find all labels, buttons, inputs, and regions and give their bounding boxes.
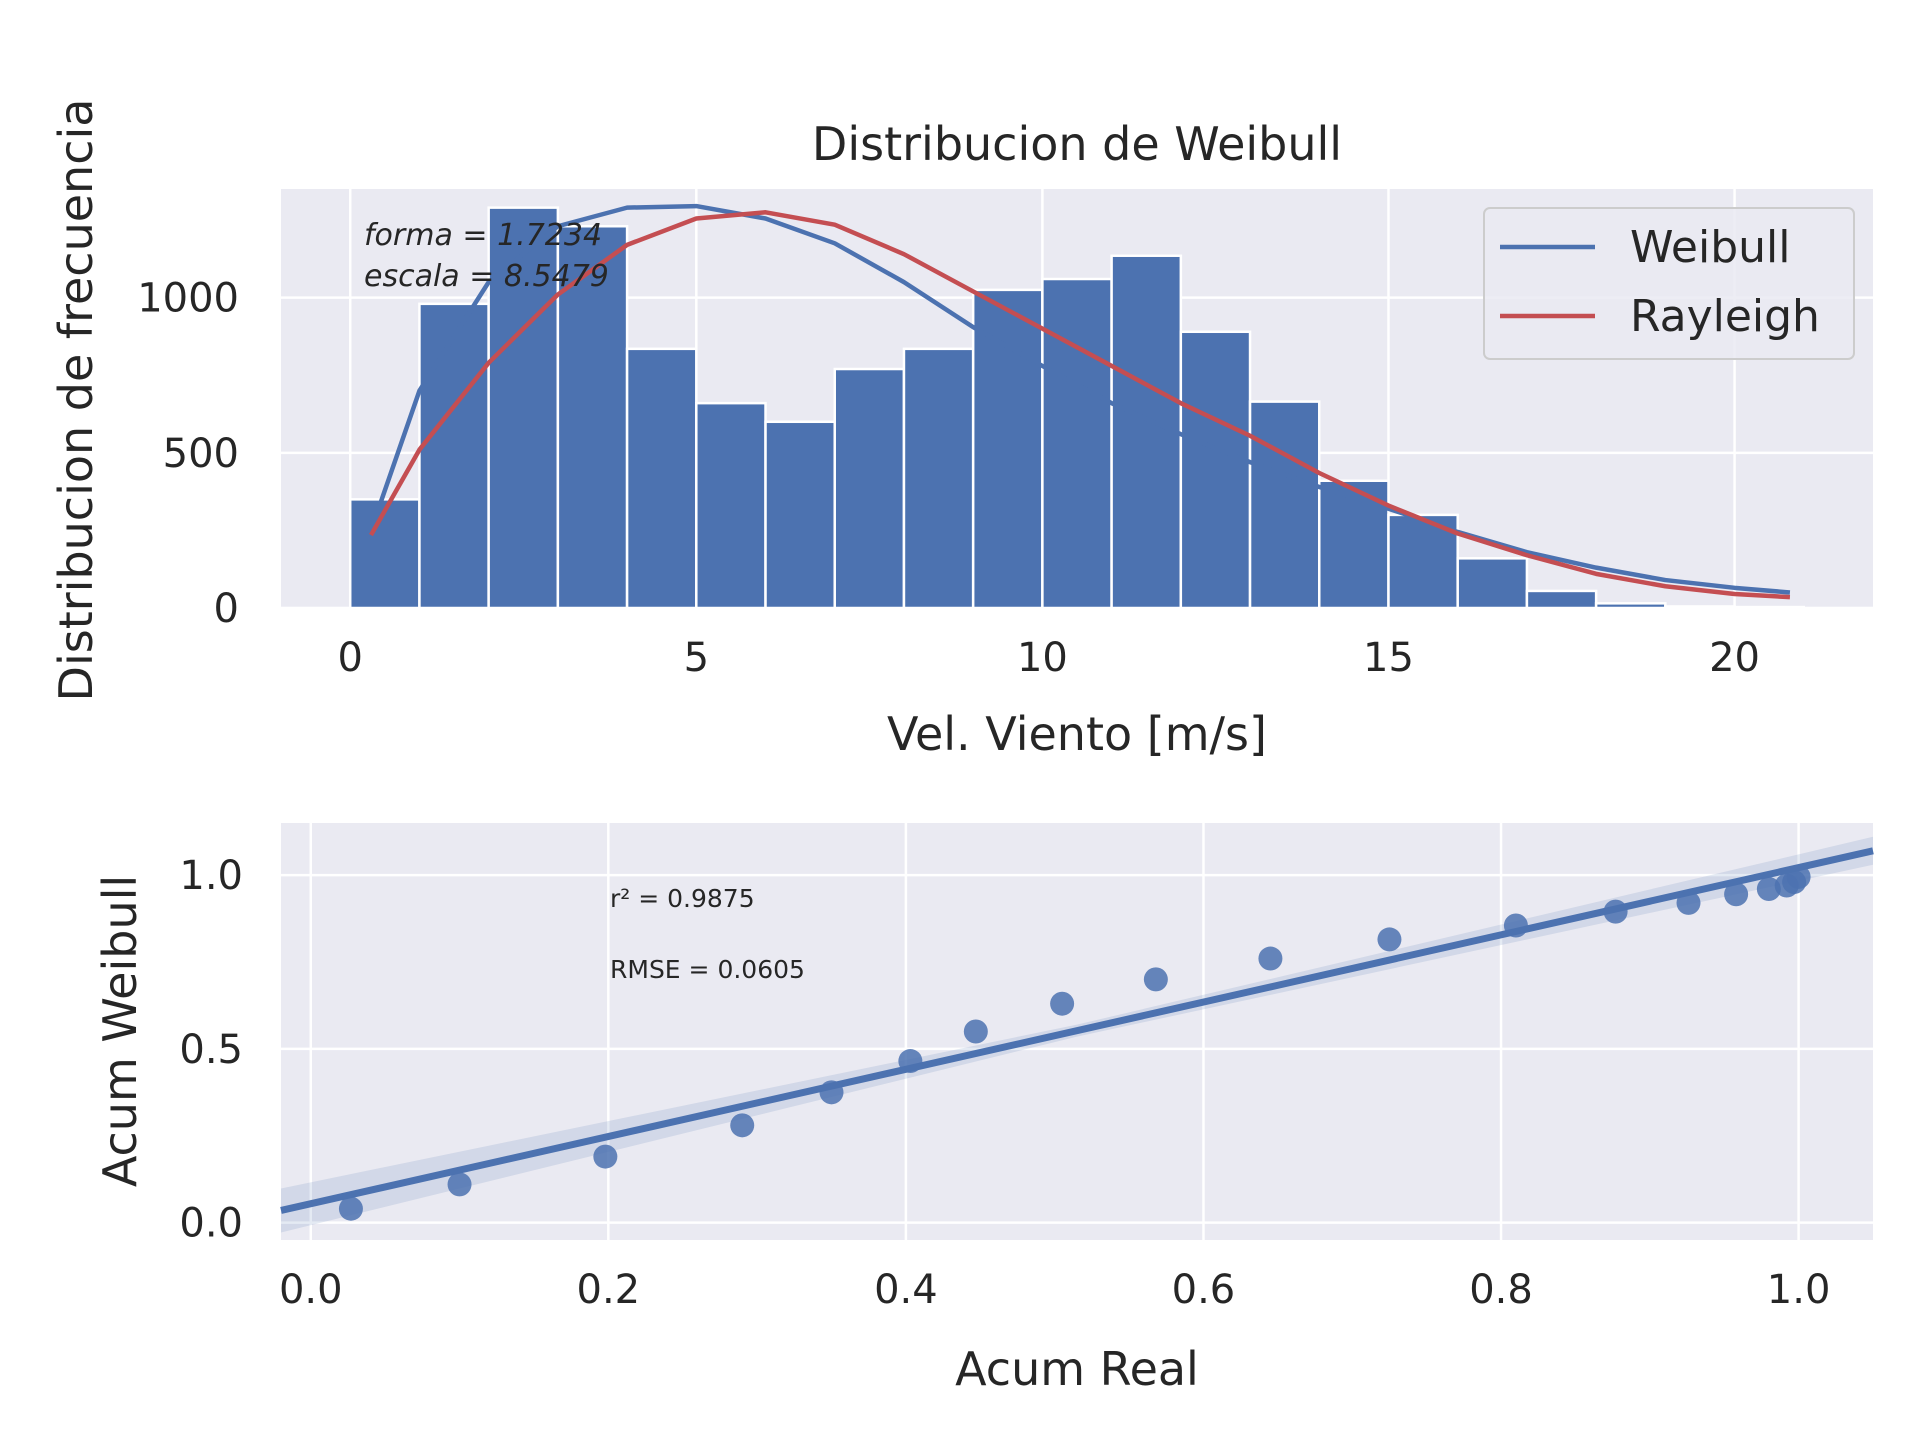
histogram-bar [695,401,767,610]
scatter-xlabel: Acum Real [955,1342,1199,1396]
scatter-point [963,1019,988,1044]
scatter-xtick-label: 0.6 [1172,1267,1236,1313]
histogram-bar [1041,277,1113,610]
scatter-point [1786,864,1811,889]
scatter-chart: 0.0 0.2 0.4 0.6 0.8 1.0 0.0 0.5 1.0 Acum Real Ac… [93,823,1874,1396]
confidence-band [281,836,1873,1233]
histogram-xlabel: Vel. Viento [m/s] [887,707,1267,761]
histogram-xtick-label: 15 [1363,635,1414,681]
histogram-bar [418,302,490,610]
histogram-xtick-label: 5 [684,635,709,681]
histogram-bar [1664,605,1736,610]
scatter-point [819,1080,844,1105]
scatter-ytick-label: 1.0 [179,853,243,899]
scatter-point [730,1113,755,1138]
histogram-bar [833,367,906,610]
annotation-forma: forma = 1.7234 [364,218,602,253]
scatter-points [338,864,1811,1221]
histogram-bar [1248,400,1321,610]
scatter-confidence-band [281,836,1873,1233]
scatter-xtick-label: 0.8 [1469,1267,1533,1313]
scatter-xtick-label: 0.0 [279,1267,343,1313]
legend-rayleigh-label: Rayleigh [1630,291,1820,342]
scatter-xtick-label: 0.2 [577,1267,641,1313]
annotation-escala: escala = 8.5479 [364,259,609,294]
histogram-ticks: 0 5 10 15 20 0 500 1000 [137,276,1760,681]
histogram-bar [971,288,1044,610]
scatter-ytick-label: 0.5 [179,1027,243,1073]
scatter-point [593,1144,618,1169]
scatter-ticks: 0.0 0.2 0.4 0.6 0.8 1.0 0.0 0.5 1.0 [179,853,1830,1313]
scatter-point [1143,967,1168,992]
scatter-point [1050,991,1075,1016]
histogram-chart: 0 5 10 15 20 0 500 1000 Distribucion de Weibull… [49,99,1873,761]
legend: Weibull Rayleigh [1483,207,1855,360]
histogram-bar [1110,254,1183,610]
scatter-ylabel: Acum Weibull [93,875,147,1187]
series-line-rayleigh [369,210,1791,600]
scatter-xtick-label: 1.0 [1767,1267,1831,1313]
histogram-bar [625,347,698,610]
scatter-point [1676,890,1701,915]
scatter-point [1503,913,1528,938]
histogram-xtick-label: 20 [1709,635,1760,681]
scatter-grid [281,823,1873,1240]
scatter-ytick-label: 0.0 [179,1201,243,1247]
scatter-point [1603,899,1628,924]
series-line-weibull [368,203,1791,595]
scatter-xtick-label: 0.4 [874,1267,938,1313]
scatter-point [338,1196,363,1221]
histogram-bar [556,224,629,610]
scatter-point [447,1172,472,1197]
scatter-point [1724,882,1749,907]
histogram-ytick-label: 500 [163,431,239,477]
annotation-r2: r² = 0.9875 [610,884,755,913]
scatter-point [1258,946,1283,971]
histogram-title: Distribucion de Weibull [812,117,1342,171]
histogram-curves [368,203,1791,600]
histogram-bar [1594,602,1667,610]
histogram-ylabel: Distribucion de frecuencia [49,99,103,702]
annotation-rmse: RMSE = 0.0605 [610,955,805,984]
histogram-bar [902,347,975,610]
histogram-ytick-label: 0 [214,586,239,632]
histogram-bar [764,420,836,610]
legend-weibull-label: Weibull [1630,222,1791,273]
scatter-point [1377,927,1402,952]
histogram-bar [348,498,421,610]
scatter-point [898,1049,923,1074]
histogram-bar [1733,605,1806,610]
histogram-bars [348,206,1806,610]
histogram-xtick-label: 10 [1017,635,1068,681]
histogram-xtick-label: 0 [337,635,362,681]
scatter-point [1756,877,1781,902]
histogram-bar [1456,557,1529,610]
histogram-bar [1525,589,1598,610]
histogram-bar [1179,330,1252,610]
histogram-ytick-label: 1000 [137,276,239,322]
